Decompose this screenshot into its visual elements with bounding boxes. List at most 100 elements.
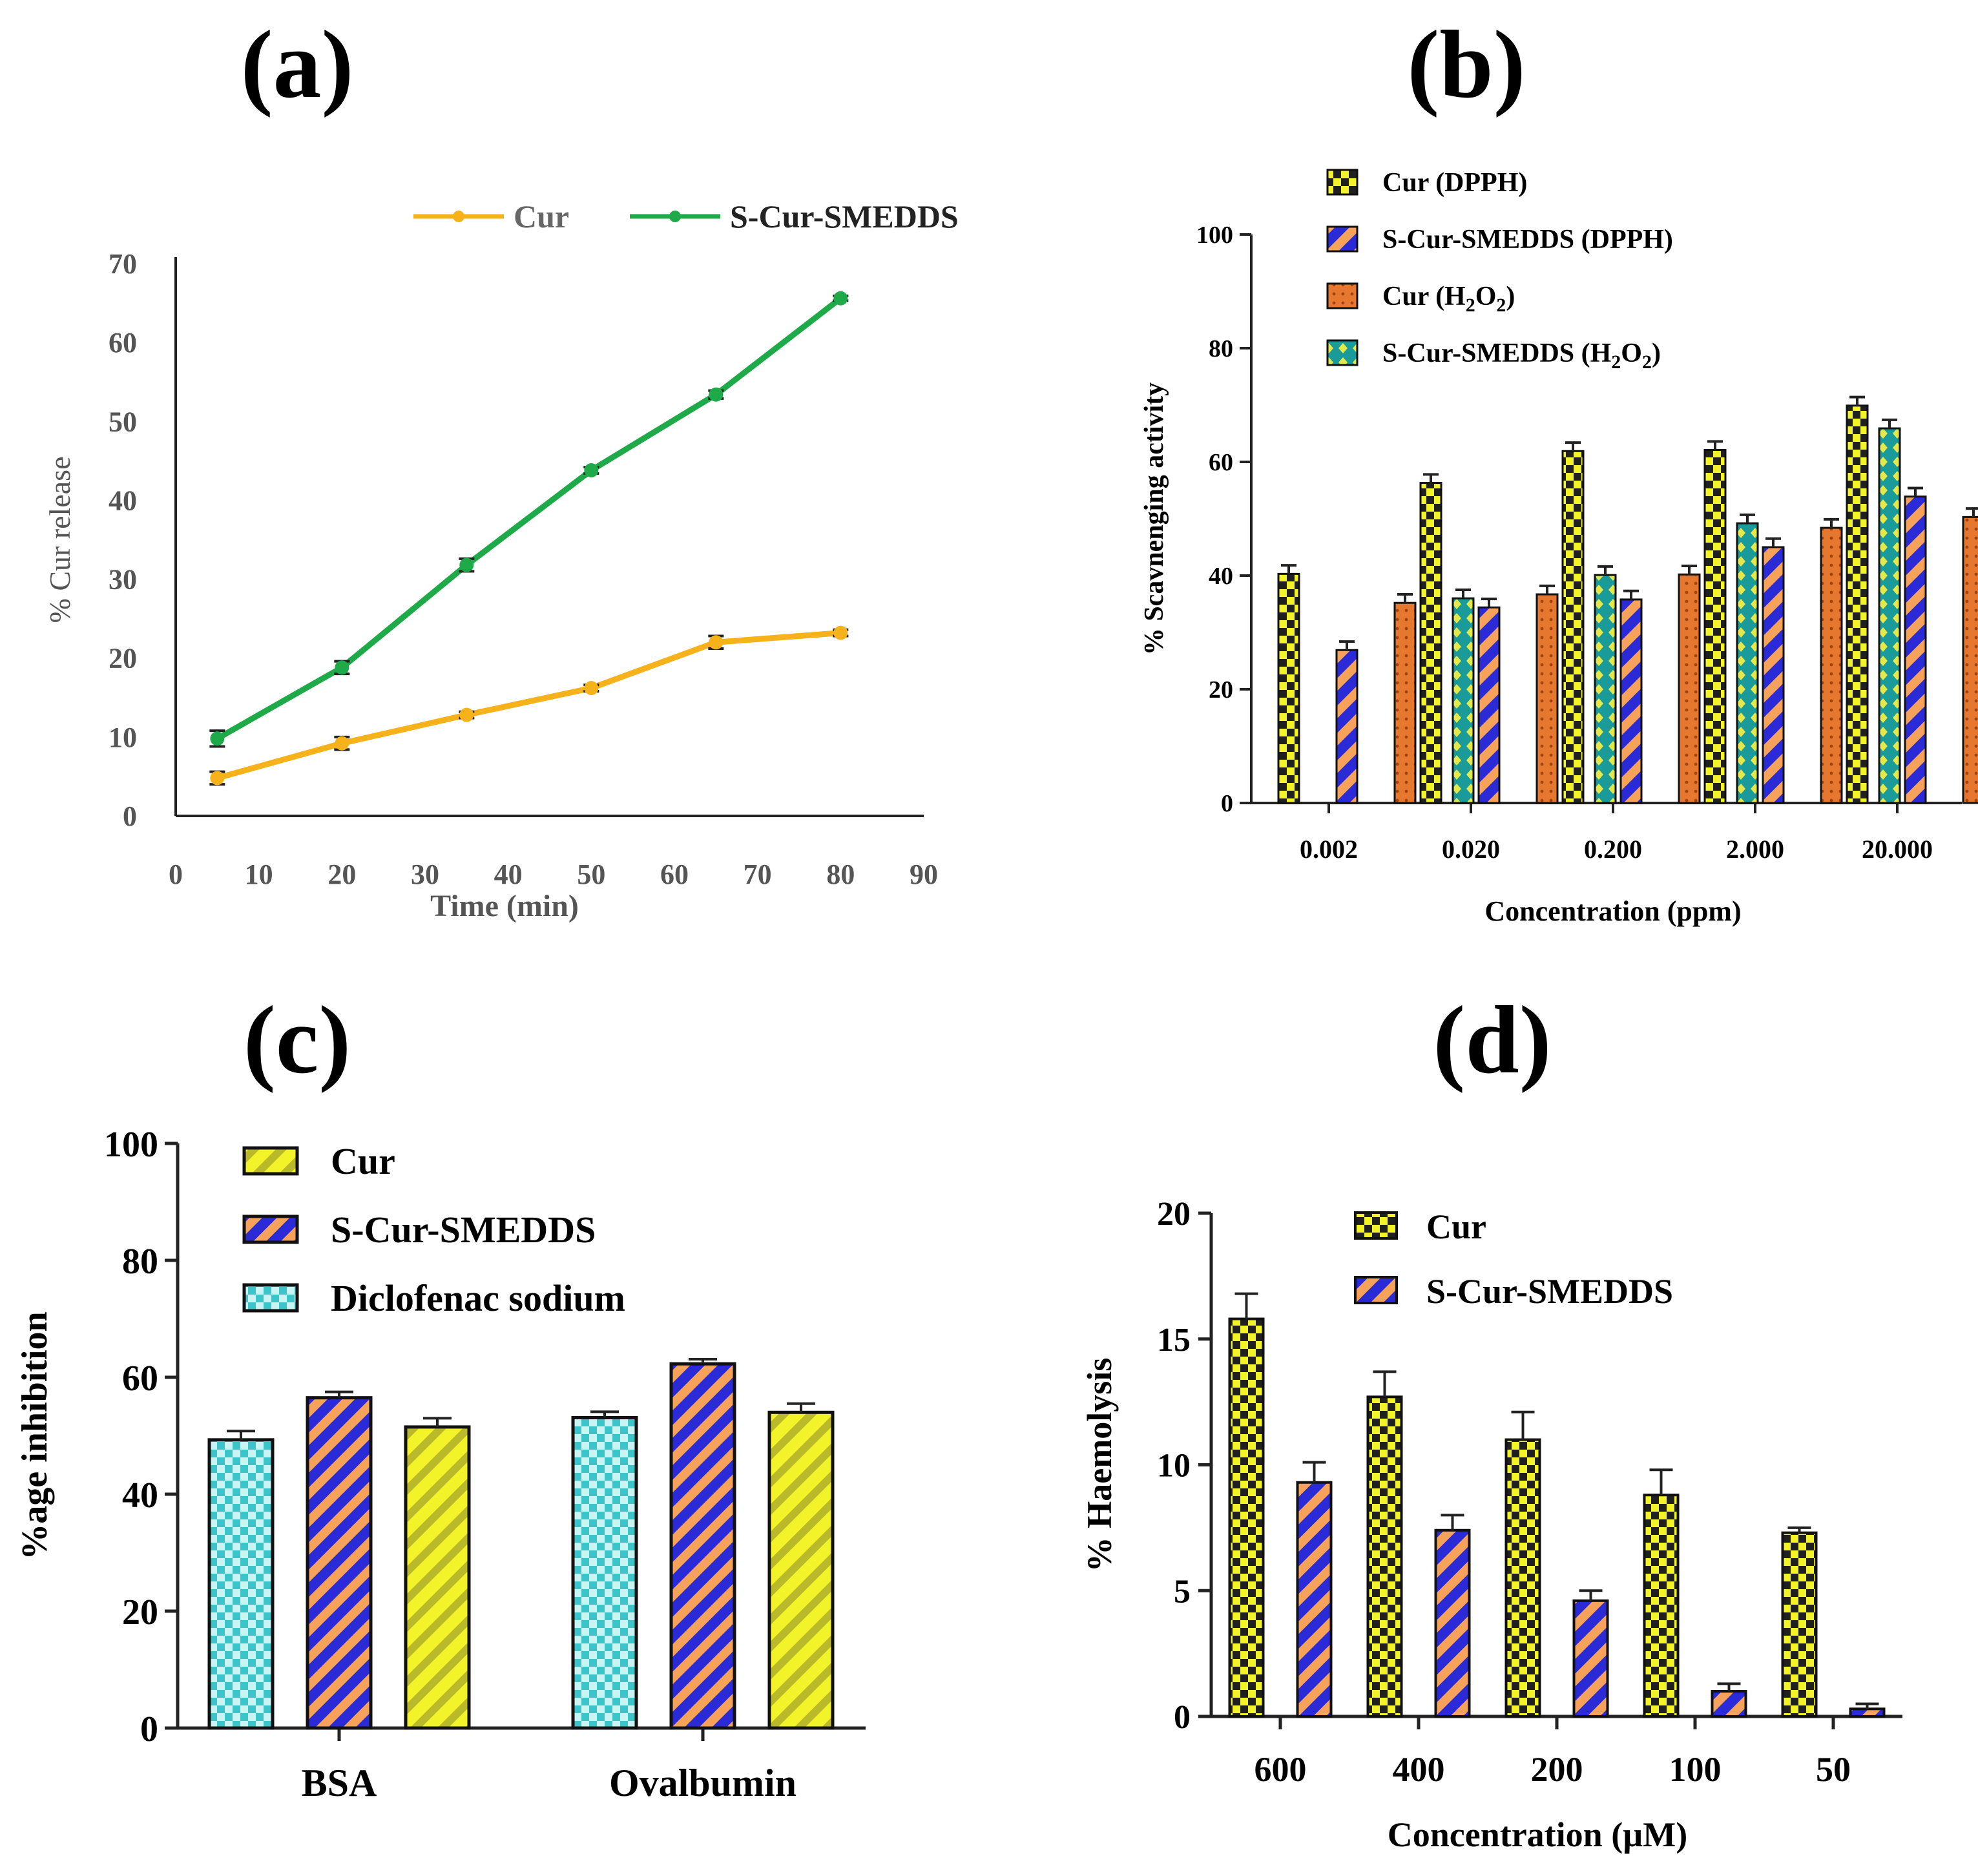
bar (1228, 1317, 1265, 1718)
bar (1477, 606, 1501, 804)
x-tick-label: 20 (328, 859, 356, 890)
panel-label-c: (c) (244, 986, 351, 1094)
y-tick-label: 10 (1157, 1448, 1191, 1485)
bar (1820, 526, 1843, 804)
legend-swatch (1326, 225, 1359, 253)
data-point (459, 707, 474, 722)
bar (1904, 495, 1927, 804)
bar (1419, 482, 1442, 804)
x-tick-label: 0.002 (1300, 835, 1358, 864)
error-bar (1339, 640, 1355, 651)
legend-label: S-Cur-SMEDDS (H2O2) (1382, 339, 1661, 373)
data-point (335, 660, 349, 675)
y-tick-label: 0 (123, 800, 137, 832)
legend-label-part: Cur (DPPH) (1382, 168, 1527, 198)
y-tick-label: 20 (109, 643, 137, 674)
legend-label: Cur (514, 198, 569, 234)
bar (306, 1396, 373, 1730)
error-bar (1824, 517, 1839, 528)
bar (404, 1425, 471, 1730)
error-bar (1481, 598, 1497, 608)
x-axis-title: Concentration (ppm) (1484, 895, 1741, 927)
error-bar (1511, 1410, 1535, 1440)
y-tick-label: 60 (1209, 449, 1233, 476)
legend-label-part: ) (1652, 339, 1661, 368)
x-tick-label: 0 (169, 859, 183, 890)
bar (1703, 449, 1727, 804)
legend-swatch (1354, 1276, 1398, 1304)
legend-label-part: 2 (1466, 295, 1475, 316)
x-tick-label: 50 (1816, 1750, 1851, 1789)
x-tick-label: 400 (1393, 1750, 1445, 1789)
legend-label-part: O (1475, 282, 1497, 311)
x-axis-title: Concentration (µM) (1388, 1815, 1688, 1854)
legend-swatch (1326, 339, 1359, 366)
error-bar (1765, 537, 1781, 547)
bar (1781, 1531, 1818, 1718)
error-bar (325, 1390, 353, 1398)
x-tick-label: 40 (494, 859, 523, 890)
legend-label-part: Cur (H (1382, 282, 1466, 311)
error-bar (1966, 507, 1978, 517)
error-bar (1397, 593, 1413, 603)
y-tick-label: 80 (1209, 335, 1233, 362)
error-bar (1787, 1526, 1811, 1533)
data-point (210, 731, 225, 746)
bar (1643, 1494, 1680, 1718)
legend-swatch (1326, 282, 1359, 309)
error-bar (787, 1402, 815, 1413)
error-bar (1565, 441, 1581, 452)
y-tick-label: 80 (122, 1242, 158, 1282)
data-point (210, 771, 225, 786)
bar (1536, 593, 1559, 804)
y-tick-label: 30 (109, 564, 137, 596)
bar (1594, 574, 1617, 804)
chart-d-haemolysis: 0 5 10 15 20 600 400 200 100 50 Concentration (µM)… (1080, 1196, 1902, 1854)
error-bar (1579, 1589, 1603, 1601)
legend-label-part: ) (1506, 282, 1515, 311)
bar (1504, 1438, 1541, 1718)
panel-label-b: (b) (1407, 11, 1525, 118)
error-bar (1373, 1370, 1397, 1397)
legend-marker (669, 211, 681, 222)
x-tick-label: 0.200 (1584, 835, 1642, 864)
legend-swatch (1354, 1211, 1398, 1240)
legend-swatch (242, 1146, 299, 1176)
error-bar (1598, 565, 1613, 576)
x-tick-label: 100 (1669, 1750, 1722, 1789)
legend-label: Cur (H2O2) (1382, 282, 1515, 316)
legend-label-part: O (1621, 339, 1642, 368)
y-tick-label: 70 (109, 248, 137, 280)
x-tick-label: 10 (245, 859, 273, 890)
bar (1619, 598, 1643, 804)
legend-label-part: 2 (1496, 295, 1506, 316)
bar (1452, 597, 1475, 804)
error-bar (1623, 589, 1639, 599)
legend-label: Diclofenac sodium (331, 1277, 625, 1319)
y-tick-label: 100 (1196, 222, 1233, 249)
legend-swatch (1326, 169, 1359, 196)
legend-label-part: 2 (1611, 351, 1621, 373)
error-bar (689, 1357, 717, 1364)
error-bar (1707, 440, 1723, 450)
bar (1846, 404, 1869, 804)
error-bar (1234, 1292, 1258, 1319)
legend-label: Cur (1426, 1207, 1486, 1246)
x-tick-label: 0.020 (1442, 835, 1500, 864)
error-bar (1441, 1514, 1464, 1530)
series-line (216, 296, 843, 742)
y-tick-label: 40 (109, 485, 137, 516)
error-bar (1882, 418, 1897, 429)
x-tick-label: 30 (411, 859, 439, 890)
error-bar (1539, 584, 1555, 595)
bar (1366, 1395, 1403, 1718)
series-line (216, 630, 841, 781)
legend-label: S-Cur-SMEDDS (DPPH) (1382, 225, 1673, 255)
legend-label-part: 2 (1642, 351, 1652, 373)
y-axis-title: % Cur release (43, 457, 76, 623)
y-tick-label: 40 (1209, 563, 1233, 590)
legend-marker (453, 211, 464, 222)
bar (669, 1362, 736, 1730)
y-tick-label: 0 (1174, 1699, 1191, 1736)
